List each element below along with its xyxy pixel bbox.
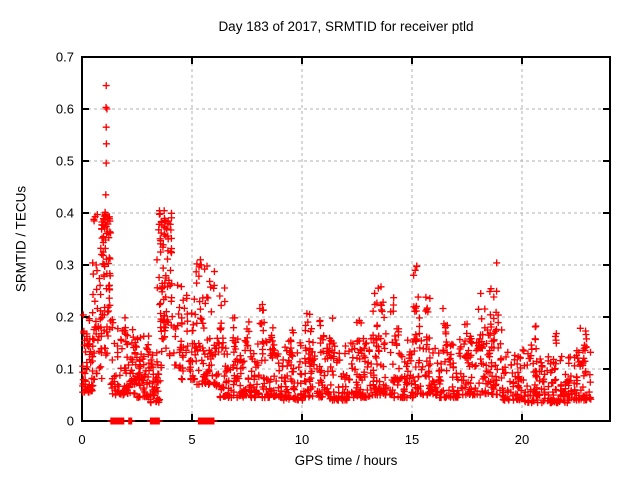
x-axis-label: GPS time / hours: [294, 453, 398, 468]
svg-text:20: 20: [515, 432, 529, 447]
plot-border: [81, 56, 611, 422]
svg-text:0: 0: [78, 432, 85, 447]
x-tick-labels: 0 5 10 15 20: [78, 432, 529, 447]
svg-text:0.4: 0.4: [56, 206, 74, 221]
y-tick-labels: 0 0.1 0.2 0.3 0.4 0.5 0.6 0.7: [56, 50, 74, 429]
svg-text:0.2: 0.2: [56, 310, 74, 325]
svg-text:0.7: 0.7: [56, 50, 74, 65]
svg-text:0.5: 0.5: [56, 154, 74, 169]
svg-text:5: 5: [188, 432, 195, 447]
svg-text:0.6: 0.6: [56, 102, 74, 117]
chart-title: Day 183 of 2017, SRMTID for receiver ptl…: [218, 19, 474, 34]
svg-text:0: 0: [67, 414, 74, 429]
svg-text:10: 10: [295, 432, 309, 447]
svg-text:0.1: 0.1: [56, 362, 74, 377]
svg-text:15: 15: [405, 432, 419, 447]
scatter-points: [79, 82, 595, 425]
svg-text:0.3: 0.3: [56, 258, 74, 273]
grid-lines: [82, 57, 610, 421]
